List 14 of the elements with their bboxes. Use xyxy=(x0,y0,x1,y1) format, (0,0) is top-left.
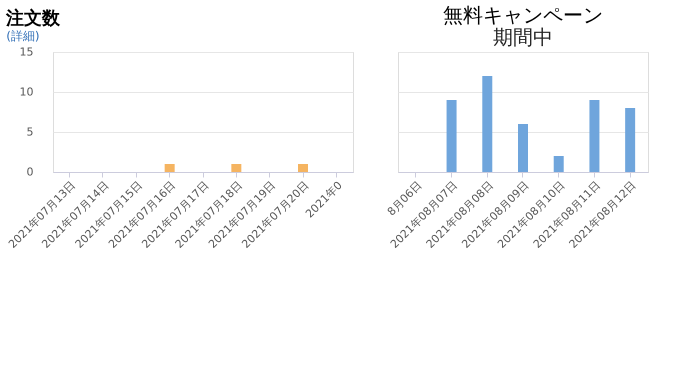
bar xyxy=(482,76,492,172)
chart-subtitle: 期間中 xyxy=(493,25,553,49)
bar xyxy=(625,108,636,172)
chart-subtitle: (詳細) xyxy=(6,29,40,43)
y-tick-label: 15 xyxy=(20,46,34,58)
bar xyxy=(589,100,600,172)
y-tick-label: 5 xyxy=(26,126,34,138)
chart-title: 無料キャンペーン xyxy=(443,3,603,27)
y-tick-label: 10 xyxy=(20,86,34,98)
bar xyxy=(554,156,564,172)
y-tick-label: 0 xyxy=(26,166,34,178)
chart-title: 注文数 xyxy=(5,8,62,29)
bar xyxy=(518,124,528,172)
bar xyxy=(446,100,457,172)
